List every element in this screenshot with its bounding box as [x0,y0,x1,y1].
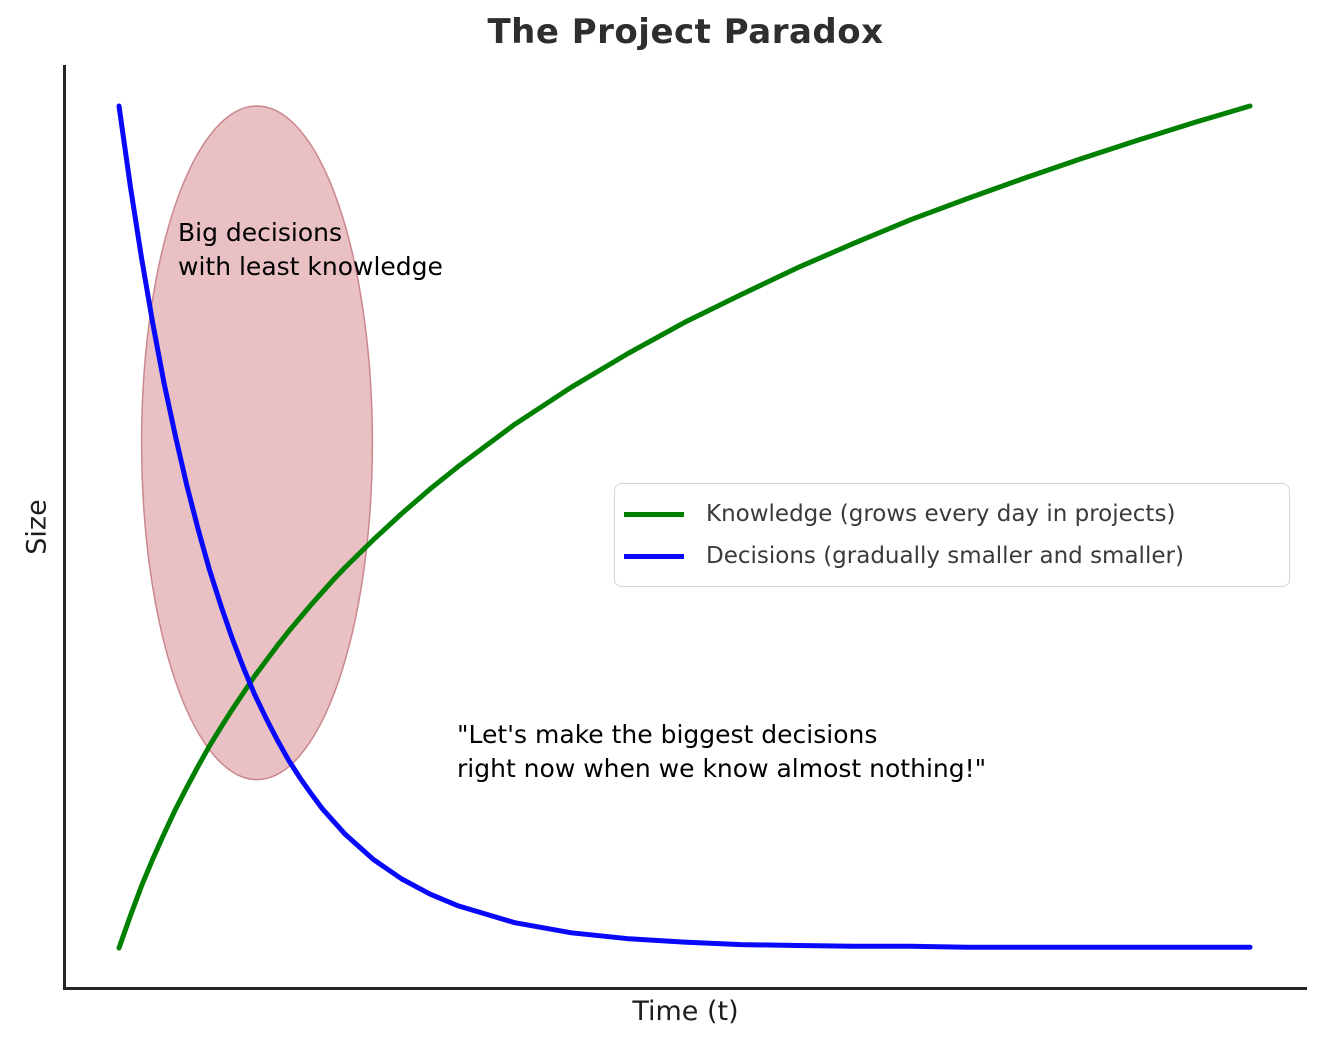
legend-item-decisions: Decisions (gradually smaller and smaller… [624,535,1277,577]
x-axis-label: Time (t) [632,996,739,1027]
annotation-quote: "Let's make the biggest decisions right … [457,720,987,783]
decisions-line-swatch [624,553,684,559]
knowledge-line-swatch [624,511,684,517]
knowledge-curve [116,103,1253,951]
legend-label-knowledge: Knowledge (grows every day in projects) [706,501,1176,527]
decisions-curve [116,103,1253,950]
chart-title: The Project Paradox [487,12,884,52]
legend: Knowledge (grows every day in projects) … [614,483,1290,587]
annotation-big-decisions: Big decisions with least knowledge [178,218,443,281]
highlight-ellipse [140,105,374,781]
legend-label-decisions: Decisions (gradually smaller and smaller… [706,543,1184,569]
axes-spines [63,65,1307,990]
legend-item-knowledge: Knowledge (grows every day in projects) [624,493,1277,535]
y-axis-label: Size [21,499,53,555]
